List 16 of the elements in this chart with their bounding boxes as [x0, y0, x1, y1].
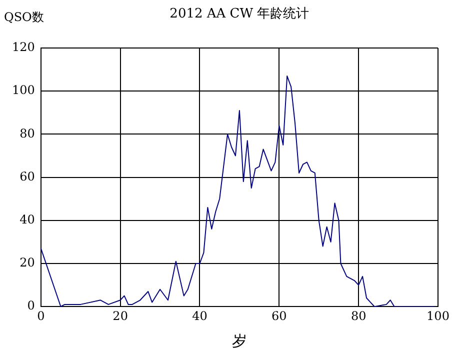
x-tick-label: 60	[272, 308, 287, 323]
x-axis-title: 岁	[232, 332, 247, 350]
y-tick-label: 20	[20, 256, 35, 270]
y-tick-label: 80	[20, 126, 35, 140]
y-tick-label: 60	[20, 169, 35, 184]
y-tick-label: 120	[12, 40, 35, 54]
y-axis-title: QSO数	[4, 10, 44, 24]
x-tick-label: 20	[112, 308, 128, 323]
y-tick-label: 0	[27, 298, 35, 313]
x-tick-label: 0	[37, 308, 45, 323]
chart-title: 2012 AA CW 年龄统计	[170, 6, 310, 22]
x-tick-label: 40	[192, 308, 208, 323]
y-tick-label: 40	[20, 212, 35, 227]
x-tick-label: 100	[426, 308, 450, 323]
y-tick-label: 100	[12, 83, 35, 98]
x-tick-label: 80	[350, 308, 366, 323]
